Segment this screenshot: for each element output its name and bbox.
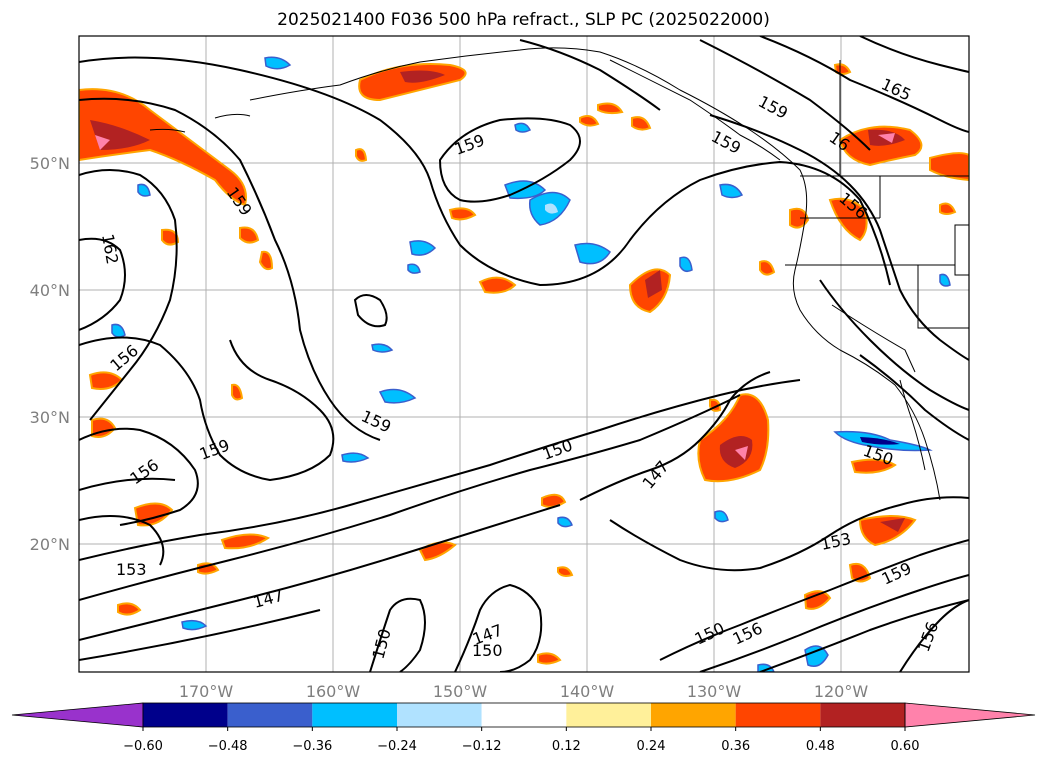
- borders: [785, 60, 969, 373]
- colorbar-tick-label: 0.48: [806, 739, 835, 754]
- colorbar-segment: [312, 703, 397, 727]
- slp-contours: [79, 36, 969, 672]
- colorbar-tick-label: 0.24: [637, 739, 666, 754]
- colorbar-segment: [481, 703, 567, 727]
- lon-label: 150°W: [433, 682, 488, 701]
- colorbar: −0.60 −0.48 −0.36 −0.24 −0.12 0.12 0.24 0.36 0.4…: [11, 702, 1036, 754]
- lat-label: 50°N: [30, 154, 70, 173]
- colorbar-tick-label: −0.48: [208, 739, 248, 754]
- lon-label: 160°W: [306, 682, 361, 701]
- lat-axis: 50°N 40°N 30°N 20°N: [30, 154, 70, 554]
- colorbar-extend-max: [904, 702, 1036, 728]
- colorbar-tick-label: −0.36: [292, 739, 332, 754]
- plot-area: [79, 36, 969, 672]
- lat-label: 40°N: [30, 281, 70, 300]
- plot-frame: [78, 35, 970, 673]
- refractivity-shading: [79, 56, 969, 672]
- colorbar-segment: [735, 703, 821, 727]
- colorbar-tick-label: 0.12: [552, 739, 581, 754]
- lat-label: 30°N: [30, 408, 70, 427]
- contour-label: 150: [472, 641, 503, 660]
- colorbar-segment: [397, 703, 482, 727]
- lat-label: 20°N: [30, 535, 70, 554]
- colorbar-segment: [820, 703, 905, 727]
- lon-label: 170°W: [179, 682, 234, 701]
- colorbar-segment: [651, 703, 736, 727]
- lon-label: 120°W: [814, 682, 869, 701]
- colorbar-tick-label: −0.60: [123, 739, 163, 754]
- colorbar-segment: [566, 703, 651, 727]
- colorbar-tick-label: −0.12: [462, 739, 502, 754]
- colorbar-tick-label: 0.36: [721, 739, 750, 754]
- colorbar-outline: [142, 702, 906, 728]
- colorbar-segment: [227, 703, 313, 727]
- contour-label: 153: [116, 560, 147, 579]
- lon-axis: 170°W 160°W 150°W 140°W 130°W 120°W: [179, 682, 869, 701]
- colorbar-segment: [143, 703, 228, 727]
- colorbar-tick-label: 0.60: [891, 739, 920, 754]
- lon-label: 130°W: [687, 682, 742, 701]
- colorbar-extend-min: [11, 702, 144, 728]
- map-title: 2025021400 F036 500 hPa refract., SLP PC…: [277, 10, 770, 30]
- colorbar-tick-label: −0.24: [377, 739, 417, 754]
- lon-label: 140°W: [560, 682, 615, 701]
